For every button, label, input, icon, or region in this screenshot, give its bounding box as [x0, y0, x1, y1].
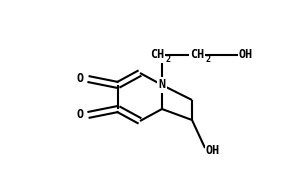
Text: N: N [158, 79, 166, 92]
Text: O: O [76, 108, 84, 121]
Text: O: O [76, 73, 84, 85]
Text: 2: 2 [166, 54, 170, 64]
Text: CH: CH [150, 49, 164, 62]
Text: OH: OH [206, 144, 220, 157]
Text: CH: CH [190, 49, 204, 62]
Text: OH: OH [239, 49, 253, 62]
Text: 2: 2 [206, 54, 210, 64]
